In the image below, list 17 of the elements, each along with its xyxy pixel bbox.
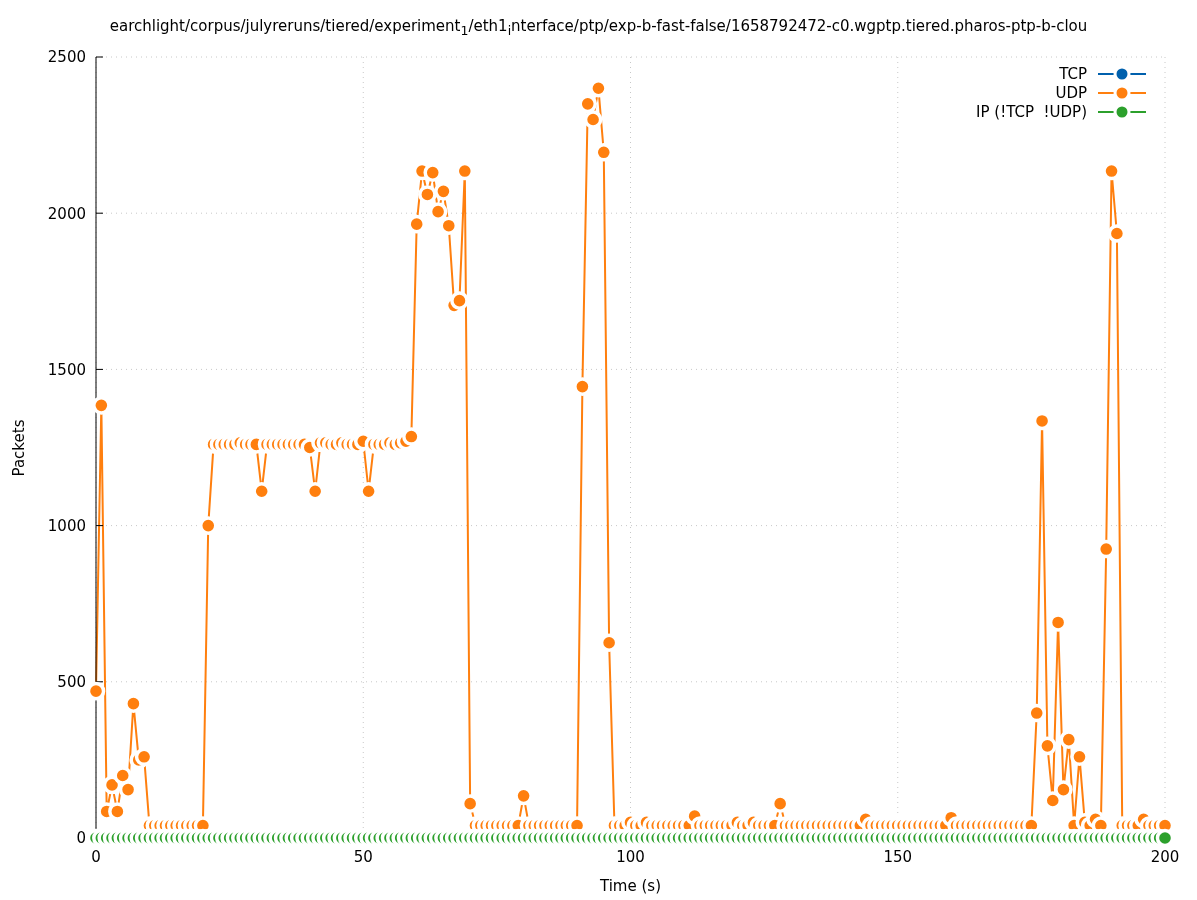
y-tick-label: 1000 bbox=[47, 516, 86, 535]
y-tick-label: 1500 bbox=[47, 360, 86, 379]
x-tick-label: 0 bbox=[91, 847, 101, 866]
legend-label: IP (!TCP !UDP) bbox=[976, 102, 1087, 121]
y-tick-label: 500 bbox=[57, 673, 86, 692]
chart-title: earchlight/corpus/julyreruns/tiered/experiment$_{1}$/eth1$_{i}$nterface/ptp/exp-b-fast-false/1658792472-c0.wgptp.tiered.pharos-ptp-b-clou bbox=[108, 17, 1089, 38]
x-tick-label: 100 bbox=[616, 847, 645, 866]
x-axis-title: Time (s) bbox=[600, 877, 661, 895]
x-tick-label: 50 bbox=[353, 847, 373, 866]
legend-label: UDP bbox=[1055, 83, 1087, 102]
legend-label: TCP bbox=[1059, 64, 1087, 83]
y-axis-title: Packets bbox=[10, 419, 28, 476]
y-tick-label: 0 bbox=[76, 829, 86, 848]
y-tick-label: 2500 bbox=[47, 48, 86, 67]
y-tick-label: 2000 bbox=[47, 204, 86, 223]
x-tick-label: 200 bbox=[1150, 847, 1180, 866]
x-tick-label: 150 bbox=[883, 847, 913, 866]
